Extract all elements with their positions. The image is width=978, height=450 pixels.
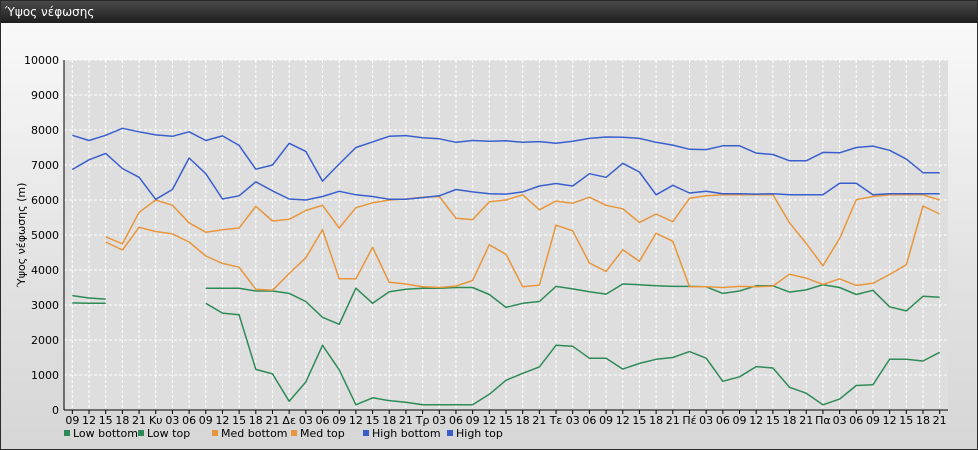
series-line-low-top bbox=[205, 283, 940, 326]
y-tick-label: 3000 bbox=[31, 299, 59, 312]
series-line-low-top bbox=[72, 294, 106, 300]
x-tick-label: 12 bbox=[482, 414, 496, 427]
x-tick-label: 09 bbox=[199, 414, 213, 427]
x-tick-label: 12 bbox=[82, 414, 96, 427]
y-tick-label: 2000 bbox=[31, 334, 59, 347]
legend-label-high-top: High top bbox=[456, 427, 503, 440]
y-tick-label: 8000 bbox=[31, 124, 59, 137]
legend-label-med-top: Med top bbox=[300, 427, 345, 440]
legend-label-med-bottom: Med bottom bbox=[221, 427, 288, 440]
x-tick-label: 21 bbox=[666, 414, 680, 427]
x-tick-label: 18 bbox=[649, 414, 663, 427]
x-tick-label: Πα bbox=[815, 414, 831, 427]
x-tick-label: 09 bbox=[733, 414, 747, 427]
y-tick-label: 1000 bbox=[31, 369, 59, 382]
x-tick-label: 18 bbox=[115, 414, 129, 427]
x-tick-label: Δε bbox=[282, 414, 296, 427]
x-tick-label: 15 bbox=[99, 414, 113, 427]
x-tick-label: 06 bbox=[182, 414, 196, 427]
window-title: Ύψος νέφωσης bbox=[1, 1, 977, 23]
y-tick-label: 10000 bbox=[24, 54, 59, 67]
x-tick-label: 18 bbox=[516, 414, 530, 427]
x-tick-label: 15 bbox=[232, 414, 246, 427]
x-tick-label: 21 bbox=[532, 414, 546, 427]
x-tick-label: 18 bbox=[382, 414, 396, 427]
legend-swatch-low-bottom bbox=[64, 430, 70, 436]
x-tick-label: 06 bbox=[849, 414, 863, 427]
x-tick-label: 12 bbox=[215, 414, 229, 427]
series-line-med-bottom bbox=[105, 205, 941, 292]
x-tick-label: 21 bbox=[265, 414, 279, 427]
x-tick-label: Πέ bbox=[682, 414, 696, 427]
x-tick-label: 15 bbox=[899, 414, 913, 427]
x-tick-label: 15 bbox=[632, 414, 646, 427]
x-tick-label: 03 bbox=[299, 414, 313, 427]
x-tick-label: 18 bbox=[916, 414, 930, 427]
x-tick-label: 12 bbox=[883, 414, 897, 427]
x-tick-label: Τρ bbox=[415, 414, 430, 427]
x-tick-label: 15 bbox=[766, 414, 780, 427]
x-tick-label: 12 bbox=[749, 414, 763, 427]
x-tick-label: 09 bbox=[65, 414, 79, 427]
x-tick-label: Τε bbox=[549, 414, 563, 427]
x-tick-label: 18 bbox=[783, 414, 797, 427]
x-tick-label: 18 bbox=[249, 414, 263, 427]
legend-swatch-med-bottom bbox=[212, 430, 218, 436]
x-tick-label: 12 bbox=[616, 414, 630, 427]
y-tick-label: 4000 bbox=[31, 264, 59, 277]
x-tick-label: 09 bbox=[332, 414, 346, 427]
x-tick-label: 03 bbox=[566, 414, 580, 427]
series-line-med-top bbox=[105, 194, 940, 267]
x-tick-label: 03 bbox=[833, 414, 847, 427]
x-tick-label: 06 bbox=[449, 414, 463, 427]
series-line-high-top bbox=[72, 127, 940, 182]
legend-swatch-high-bottom bbox=[363, 430, 369, 436]
x-tick-label: 12 bbox=[349, 414, 363, 427]
x-tick-label: 21 bbox=[132, 414, 146, 427]
x-tick-label: Κυ bbox=[149, 414, 163, 427]
legend-swatch-high-top bbox=[447, 430, 453, 436]
x-tick-label: 06 bbox=[716, 414, 730, 427]
legend-swatch-med-top bbox=[291, 430, 297, 436]
y-tick-label: 9000 bbox=[31, 89, 59, 102]
x-tick-label: 15 bbox=[499, 414, 513, 427]
x-tick-label: 06 bbox=[582, 414, 596, 427]
legend-label-high-bottom: High bottom bbox=[372, 427, 441, 440]
x-tick-label: 21 bbox=[399, 414, 413, 427]
y-tick-label: 6000 bbox=[31, 194, 59, 207]
legend-swatch-low-top bbox=[138, 430, 144, 436]
x-tick-label: 03 bbox=[165, 414, 179, 427]
x-tick-label: 21 bbox=[799, 414, 813, 427]
legend-label-low-bottom: Low bottom bbox=[73, 427, 138, 440]
x-tick-label: 21 bbox=[933, 414, 947, 427]
y-axis-label: Ύψος νέφωσης (m) bbox=[15, 183, 28, 289]
x-tick-label: 09 bbox=[466, 414, 480, 427]
x-tick-label: 03 bbox=[432, 414, 446, 427]
series-line-low-bottom bbox=[205, 302, 941, 406]
series-line-high-bottom bbox=[71, 152, 940, 201]
x-tick-label: 06 bbox=[316, 414, 330, 427]
x-tick-label: 09 bbox=[599, 414, 613, 427]
legend-label-low-top: Low top bbox=[147, 427, 190, 440]
x-tick-label: 15 bbox=[366, 414, 380, 427]
x-tick-label: 03 bbox=[699, 414, 713, 427]
y-tick-label: 0 bbox=[52, 404, 59, 417]
y-tick-label: 7000 bbox=[31, 159, 59, 172]
y-tick-label: 5000 bbox=[31, 229, 59, 242]
x-tick-label: 09 bbox=[866, 414, 880, 427]
